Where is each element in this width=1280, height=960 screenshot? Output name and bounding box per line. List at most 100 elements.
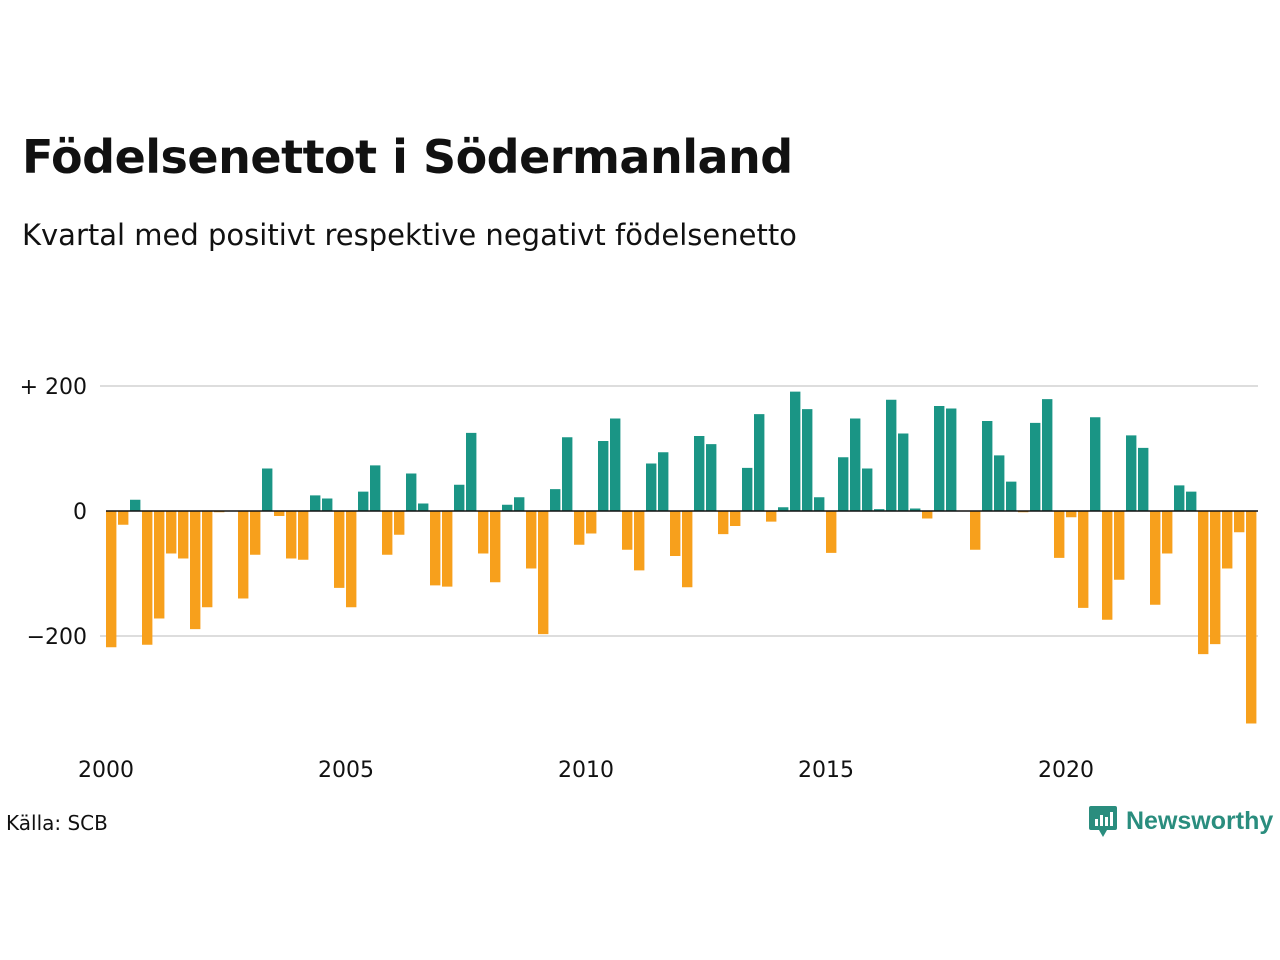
chart-title: Födelsenettot i Södermanland [22,130,793,184]
bar-2000-k2 [118,511,129,525]
source-note: Källa: SCB [6,811,108,835]
bar-2010-k2 [598,441,609,511]
bar-2007-k2 [454,484,465,511]
bar-2002-k1 [202,511,213,608]
bar-2015-k2 [838,457,849,511]
bar-2022-k4 [1198,511,1209,655]
bar-2018-k3 [994,455,1005,512]
bar-2001-k3 [178,511,189,559]
bar-2020-k3 [1090,417,1101,511]
y-tick-label: 0 [73,500,87,525]
bar-chart: + 200 0 −200 2000 2005 2010 2015 2020 [20,375,1258,783]
newsworthy-logo: Newsworthy [1088,804,1273,838]
bar-2008-k4 [526,511,537,569]
bar-2000-k4 [142,511,153,645]
bar-2003-k3 [274,511,285,516]
bar-2015-k4 [862,468,873,511]
bar-2023-k3 [1234,511,1245,533]
bar-2014-k2 [790,391,801,512]
bar-2006-k4 [430,511,441,586]
bar-2004-k2 [310,495,321,512]
bar-2007-k3 [466,432,477,512]
bar-2020-k4 [1102,511,1113,620]
bars [106,391,1257,724]
y-tick-label: −200 [27,625,87,650]
bar-2001-k4 [190,511,201,630]
bar-2019-k4 [1054,511,1065,558]
x-tick-label: 2005 [318,758,374,783]
bar-2021-k2 [1126,435,1137,512]
bar-2012-k2 [694,436,705,511]
bar-2003-k1 [250,511,261,555]
bar-2010-k1 [586,511,597,534]
bar-2006-k2 [406,473,417,511]
bar-2011-k2 [646,463,657,511]
bar-2013-k3 [754,414,765,512]
bar-2020-k2 [1078,511,1089,608]
bar-2023-k4 [1246,511,1257,724]
bar-2011-k1 [634,511,645,571]
bar-2013-k1 [730,511,741,526]
bar-2018-k1 [970,511,981,550]
bar-2005-k1 [346,511,357,608]
bar-2005-k3 [370,465,381,512]
bar-2009-k2 [550,489,561,512]
bar-2004-k1 [298,511,309,560]
bar-2007-k4 [478,511,489,554]
gridlines [100,385,1258,637]
bar-2010-k3 [610,418,621,511]
bar-2003-k4 [286,511,297,559]
bar-2017-k3 [946,408,957,511]
x-tick-label: 2010 [558,758,614,783]
bar-2007-k1 [442,511,453,587]
x-tick-label: 2000 [78,758,134,783]
bar-2009-k1 [538,511,549,635]
bar-2005-k4 [382,511,393,555]
newsworthy-logo-icon [1089,806,1117,837]
axes: + 200 0 −200 2000 2005 2010 2015 2020 [20,375,1258,783]
x-tick-label: 2020 [1038,758,1094,783]
bar-2006-k3 [418,503,429,511]
bar-2015-k1 [826,511,837,553]
bar-2016-k2 [886,399,897,511]
bar-2017-k2 [934,406,945,511]
bar-2011-k3 [658,452,669,511]
bar-2017-k1 [922,511,933,519]
bar-2019-k2 [1030,422,1041,512]
bar-2023-k1 [1210,511,1221,645]
bar-2021-k3 [1138,447,1149,512]
bar-2013-k4 [766,511,777,522]
bar-2012-k1 [682,511,693,588]
bar-2016-k3 [898,433,909,511]
brand-name: Newsworthy [1126,806,1274,835]
bar-2001-k2 [166,511,177,554]
y-tick-label: + 200 [20,375,87,400]
bar-2023-k2 [1222,511,1233,569]
bar-2015-k3 [850,418,861,511]
bar-2014-k4 [814,497,825,511]
bar-2000-k1 [106,511,117,648]
bar-2006-k1 [394,511,405,535]
bar-2005-k2 [358,491,369,512]
bar-2008-k1 [490,511,501,583]
bar-2020-k1 [1066,511,1077,518]
bar-2004-k4 [334,511,345,588]
bar-2013-k2 [742,467,753,512]
bar-2022-k2 [1174,485,1185,512]
bar-2016-k4 [910,508,921,511]
bar-2009-k3 [562,437,573,511]
bar-2021-k1 [1114,511,1125,580]
x-tick-label: 2015 [798,758,854,783]
bar-2001-k1 [154,511,165,619]
bar-2019-k3 [1042,399,1053,512]
bar-2018-k4 [1006,481,1017,512]
bar-2014-k1 [778,507,789,511]
bar-2022-k3 [1186,491,1197,512]
bar-2008-k3 [514,497,525,511]
bar-2008-k2 [502,504,513,511]
bar-2010-k4 [622,511,633,550]
bar-2016-k1 [874,509,885,512]
bar-2012-k3 [706,444,717,512]
bar-2003-k2 [262,468,273,511]
bar-2004-k3 [322,498,333,511]
